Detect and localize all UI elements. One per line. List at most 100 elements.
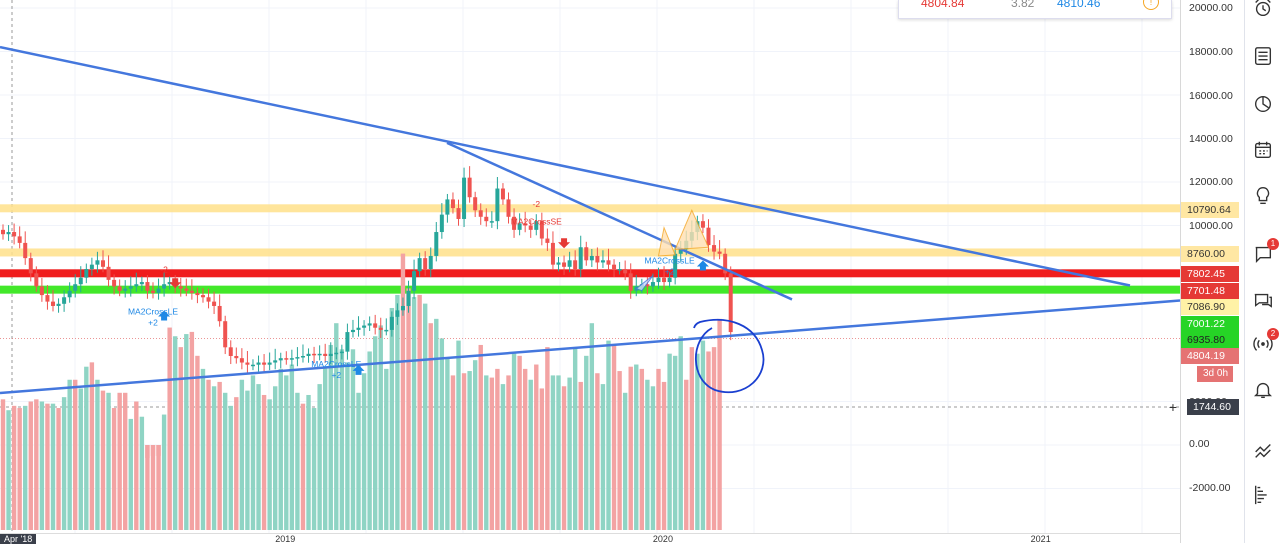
- axis-tick: -2000.00: [1189, 482, 1231, 494]
- volume-bar-base: [489, 445, 495, 530]
- candle-body: [262, 362, 267, 365]
- volume-bar: [378, 325, 383, 445]
- volume-bar-base: [645, 445, 650, 530]
- volume-bar: [306, 394, 311, 445]
- price-chart[interactable]: -2MA2CrossLE+2MA2CrossLE+2-2MA2CrossSEMA…: [0, 0, 1180, 533]
- volume-bar-base: [367, 445, 372, 530]
- volume-bar-base: [50, 445, 56, 530]
- volume-bar: [261, 394, 267, 445]
- signal-arrow-icon: [352, 364, 365, 375]
- hotlist-chevrons-icon[interactable]: [1249, 436, 1277, 464]
- candle-body: [1, 229, 5, 235]
- volume-bar-base: [406, 445, 411, 530]
- signal-arrow-icon: [696, 260, 709, 271]
- volume-bar-base: [189, 445, 195, 530]
- candle-body: [350, 329, 355, 333]
- volume-bar: [639, 368, 645, 445]
- candle-body: [84, 269, 89, 278]
- volume-bar: [567, 377, 572, 445]
- price-tag-7086: 7086.90: [1181, 299, 1239, 315]
- volume-bar: [617, 371, 622, 445]
- volume-bar-base: [261, 445, 267, 530]
- candle-body: [512, 216, 517, 230]
- candle-body: [573, 260, 578, 269]
- axis-tick: 0.00: [1189, 438, 1210, 450]
- candle-body: [706, 227, 711, 246]
- volume-bar: [645, 379, 650, 445]
- volume-bar-base: [134, 445, 139, 530]
- candle-body: [50, 301, 55, 306]
- chart-area[interactable]: -2 MA2CrossLE +2 MA2CrossLE +2 -2 MA2CrossSE MA…: [0, 0, 1180, 544]
- volume-bar: [422, 303, 428, 445]
- volume-bar: [6, 410, 11, 445]
- volume-bar: [84, 366, 89, 445]
- volume-bar-base: [184, 445, 189, 530]
- volume-bar: [234, 397, 239, 445]
- volume-bar-base: [578, 445, 583, 530]
- volume-bar: [0, 399, 6, 445]
- volume-bar: [478, 344, 483, 445]
- candle-body: [500, 188, 505, 200]
- volume-bar: [661, 381, 667, 445]
- volume-bar: [278, 368, 283, 445]
- volume-bar-base: [478, 445, 483, 530]
- volume-bar-base: [195, 445, 200, 530]
- volume-bar-base: [223, 445, 228, 530]
- signal-label: MA2CrossLE: [128, 307, 178, 317]
- chat-icon[interactable]: 1: [1249, 238, 1279, 268]
- volume-bar: [195, 355, 200, 445]
- volume-bar-base: [256, 445, 261, 530]
- volume-bar: [356, 392, 361, 445]
- volume-bar: [361, 373, 367, 445]
- volume-bar-base: [150, 445, 156, 530]
- candle-body: [456, 208, 461, 219]
- streams-icon[interactable]: 2: [1249, 328, 1279, 358]
- volume-bar: [56, 408, 61, 445]
- candle-body: [106, 266, 111, 280]
- volume-bar: [239, 379, 245, 445]
- volume-bar-base: [78, 445, 83, 530]
- pattern-shape: [674, 209, 710, 250]
- alert-clock-icon[interactable]: !: [1143, 0, 1159, 10]
- messages-icon[interactable]: [1249, 286, 1277, 314]
- candle-body: [650, 282, 655, 287]
- time-axis[interactable]: Apr '18 2019 2020 2021: [0, 533, 1180, 544]
- notifications-bell-icon[interactable]: [1249, 376, 1277, 404]
- volume-bar-base: [239, 445, 245, 530]
- candle-body: [12, 232, 17, 237]
- candle-body: [400, 305, 405, 311]
- calendar-icon[interactable]: [1249, 136, 1277, 164]
- candle-body: [489, 221, 494, 223]
- volume-bar: [611, 344, 617, 445]
- axis-tick: 18000.00: [1189, 46, 1233, 58]
- candle-body: [623, 269, 628, 274]
- volume-bar: [173, 336, 178, 445]
- candle-body: [595, 255, 600, 263]
- volume-bar-base: [317, 445, 322, 530]
- volume-bar-base: [322, 445, 328, 530]
- volume-bar-base: [361, 445, 367, 530]
- volume-bar: [695, 353, 700, 445]
- dom-depth-icon[interactable]: [1249, 480, 1277, 508]
- price-axis[interactable]: 20000.00 18000.00 16000.00 14000.00 1200…: [1180, 0, 1245, 543]
- crosshair-plus-icon[interactable]: +: [1168, 399, 1178, 415]
- candle-body: [245, 362, 250, 365]
- watchlist-icon[interactable]: [1249, 42, 1277, 70]
- volume-bar: [522, 368, 528, 445]
- data-window-icon[interactable]: [1249, 90, 1277, 118]
- alarm-clock-icon[interactable]: [1249, 0, 1277, 22]
- volume-bar: [228, 405, 233, 445]
- volume-bar-base: [650, 445, 656, 530]
- price-tag-10790: 10790.64: [1181, 202, 1239, 218]
- volume-bar-base: [128, 445, 133, 530]
- ideas-lightbulb-icon[interactable]: [1249, 182, 1277, 210]
- volume-bar-base: [245, 445, 250, 530]
- price-tag-7701: 7701.48: [1181, 283, 1239, 299]
- volume-bar: [550, 375, 556, 445]
- volume-bar-base: [517, 445, 522, 530]
- volume-bar: [139, 416, 145, 445]
- candle-body: [550, 242, 555, 265]
- candle-body: [506, 199, 511, 217]
- volume-bar-base: [567, 445, 572, 530]
- candle-body: [334, 352, 339, 355]
